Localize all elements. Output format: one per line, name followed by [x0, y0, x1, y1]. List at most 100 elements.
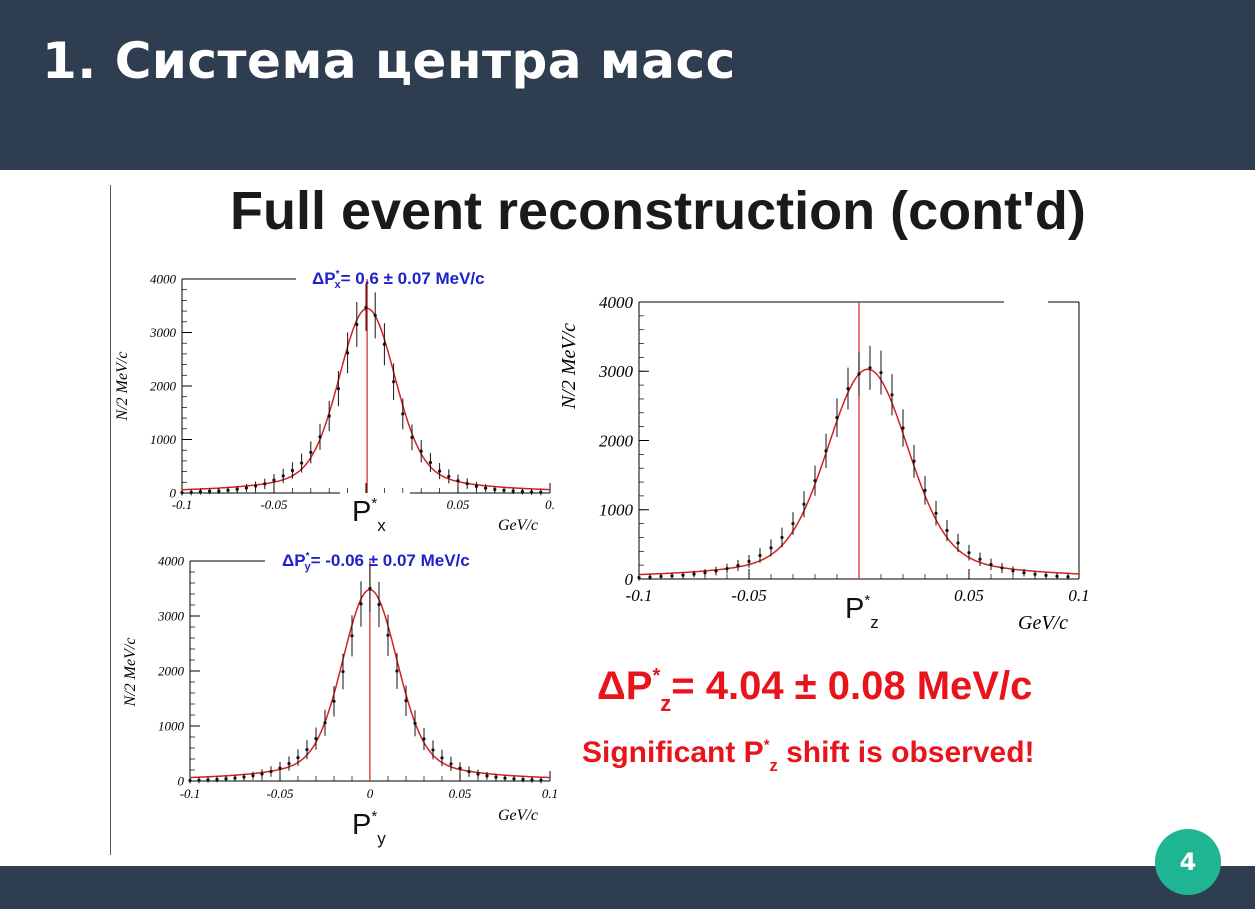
chart-pz-axis-var-sub: z — [870, 613, 879, 632]
chart-pz-point — [692, 572, 696, 576]
chart-pz-ytick-label: 4000 — [599, 293, 634, 312]
chart-px: 0 1000 2000 3000 4000 -0.1 -0.05 0.05 0. N/2 MeV/… — [114, 269, 555, 535]
chart-pz-xunit: GeV/c — [1018, 612, 1068, 634]
chart-px-fit-curve — [181, 307, 551, 491]
chart-px-point — [511, 489, 515, 493]
chart-py-point — [287, 761, 291, 766]
chart-pz-axis-var-sup: * — [864, 592, 870, 609]
chart-pz-point — [791, 522, 795, 526]
chart-py-point — [458, 766, 462, 770]
chart-pz-ytick-label: 0 — [625, 570, 634, 589]
chart-px-point — [419, 449, 423, 453]
chart-pz-point — [1044, 573, 1048, 577]
chart-px-title-post: = 0.6 ± 0.07 MeV/c — [341, 269, 485, 288]
chart-pz-point — [648, 575, 652, 579]
chart-px-point — [465, 482, 469, 486]
chart-py-point — [449, 762, 453, 766]
chart-px-title-sup: * — [336, 269, 340, 280]
chart-py-point — [233, 776, 237, 780]
shift-note-sup: * — [763, 736, 770, 754]
chart-px-point — [484, 486, 488, 490]
chart-px-point — [401, 412, 405, 416]
chart-px-point — [428, 460, 432, 465]
chart-pz-point — [967, 551, 971, 555]
chart-pz-ytick-label: 1000 — [599, 501, 634, 520]
chart-px-xtick-label: 0.05 — [447, 497, 470, 512]
chart-py-point — [350, 634, 354, 638]
chart-pz-axis-var: P*z — [845, 592, 879, 632]
chart-py-point — [413, 721, 417, 725]
chart-px-xunit: GeV/c — [498, 517, 538, 534]
chart-px-point — [309, 450, 313, 454]
page-number-badge: 4 — [1155, 829, 1221, 895]
chart-py-point — [197, 778, 201, 782]
chart-py-point — [476, 772, 480, 776]
chart-pz-point — [769, 546, 773, 550]
chart-py-point — [251, 774, 255, 778]
chart-py-ytick-label: 2000 — [158, 664, 185, 679]
chart-py: 0 1000 2000 3000 4000 -0.1 -0.05 0 0.05 0.1 N/2 Me… — [122, 551, 558, 848]
chart-py-ytick-label: 1000 — [158, 719, 185, 734]
chart-py-title-sub: y — [304, 561, 311, 573]
chart-pz-point — [637, 576, 641, 580]
chart-pz-xtick-label: 0.1 — [1068, 586, 1089, 605]
chart-py-point — [521, 777, 525, 782]
pz-shift-sup: * — [652, 665, 661, 687]
chart-pz-point — [934, 511, 938, 515]
chart-px-point — [189, 490, 193, 494]
chart-pz-point — [670, 574, 674, 578]
chart-px-point — [235, 487, 239, 491]
chart-pz: 0 1000 2000 3000 4000 -0.1 -0.05 0.05 0.1 N/2 MeV… — [558, 293, 1090, 634]
chart-px-axis-var: P*x — [352, 495, 386, 535]
chart-py-point — [422, 737, 426, 741]
chart-py-point — [395, 669, 399, 673]
chart-py-point — [512, 777, 516, 781]
chart-pz-point — [956, 541, 960, 545]
shift-note-sub: z — [769, 757, 778, 776]
chart-pz-point — [802, 502, 806, 506]
chart-py-point — [215, 777, 219, 781]
chart-px-ytick-label: 0 — [170, 486, 177, 501]
chart-pz-point — [945, 528, 949, 533]
chart-px-point — [327, 414, 331, 418]
chart-pz-xtick-label: -0.05 — [731, 586, 766, 605]
chart-px-point — [263, 482, 267, 486]
chart-pz-ylabel: N/2 MeV/c — [558, 323, 580, 410]
chart-pz-point — [901, 426, 905, 430]
chart-px-point — [493, 487, 497, 492]
chart-pz-point — [879, 371, 883, 375]
chart-py-point — [368, 586, 372, 591]
chart-py-ylabel: N/2 MeV/c — [122, 638, 139, 708]
chart-pz-point — [923, 488, 927, 492]
chart-px-point — [392, 380, 396, 384]
chart-py-xtick-label: 0.05 — [449, 786, 472, 801]
chart-pz-point — [780, 535, 784, 540]
chart-pz-point — [1000, 566, 1004, 570]
chart-px-point — [364, 305, 368, 309]
chart-py-point — [467, 770, 471, 774]
chart-px-point — [410, 435, 414, 439]
chart-px-ytick-label: 3000 — [149, 325, 177, 340]
chart-px-point — [318, 435, 322, 439]
chart-py-point — [494, 775, 498, 779]
shift-observed-note: Significant P* z shift is observed! — [582, 736, 1035, 776]
chart-py-ytick-label: 4000 — [158, 554, 185, 569]
chart-py-point — [359, 602, 363, 606]
chart-py-xtick-label: 0.1 — [542, 786, 558, 801]
chart-py-axis-var-sup: * — [371, 808, 377, 825]
chart-pz-point — [714, 569, 718, 573]
chart-pz-point — [1055, 574, 1059, 578]
chart-pz-point — [978, 557, 982, 561]
chart-pz-point — [989, 562, 993, 567]
chart-py-xtick-label: 0 — [367, 786, 374, 801]
slide-footer — [0, 866, 1255, 909]
chart-pz-xtick-label: 0.05 — [954, 586, 984, 605]
chart-px-point — [539, 490, 543, 494]
chart-py-ytick-label: 3000 — [157, 609, 185, 624]
chart-pz-point — [813, 479, 817, 483]
slide-title: 1. Система центра масс — [42, 32, 736, 90]
chart-px-xtick-label: -0.1 — [172, 497, 193, 512]
chart-px-title-pre: ΔP — [312, 269, 336, 288]
chart-py-title-post: = -0.06 ± 0.07 MeV/c — [311, 551, 470, 570]
chart-px-point — [272, 478, 276, 482]
